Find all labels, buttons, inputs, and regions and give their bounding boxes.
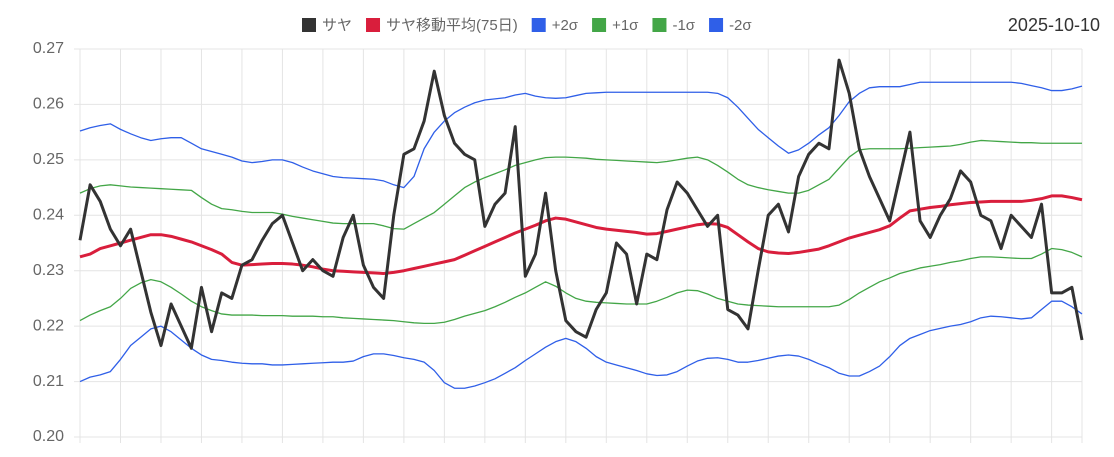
y-tick-label: 0.22	[33, 317, 64, 334]
y-tick-label: 0.23	[33, 262, 64, 279]
y-tick-label: 0.27	[33, 40, 64, 57]
y-tick-label: 0.20	[33, 428, 64, 445]
y-tick-label: 0.25	[33, 151, 64, 168]
legend-swatch[interactable]	[366, 18, 381, 32]
legend-swatch[interactable]	[709, 18, 724, 32]
series-line	[79, 247, 1083, 325]
legend-label[interactable]: +2σ	[552, 17, 579, 34]
legend-label[interactable]: -1σ	[672, 17, 695, 34]
legend-swatch[interactable]	[652, 18, 667, 32]
series-line	[78, 58, 1084, 350]
series-line	[79, 139, 1082, 230]
series-line	[79, 194, 1083, 275]
y-tick-label: 0.26	[33, 96, 64, 113]
legend-label[interactable]: サヤ	[322, 17, 352, 34]
legend-label[interactable]: +1σ	[612, 17, 639, 34]
series-line	[79, 300, 1083, 389]
series-line	[79, 81, 1083, 189]
legend-label[interactable]: サヤ移動平均(75日)	[386, 17, 518, 34]
legend-swatch[interactable]	[302, 18, 316, 32]
legend-swatch[interactable]	[531, 18, 546, 32]
chart-date: 2025-10-10	[1008, 15, 1100, 35]
y-tick-label: 0.24	[33, 207, 64, 224]
legend-label[interactable]: -2σ	[729, 17, 752, 34]
y-tick-label: 0.21	[33, 373, 64, 390]
legend-swatch[interactable]	[592, 18, 607, 32]
